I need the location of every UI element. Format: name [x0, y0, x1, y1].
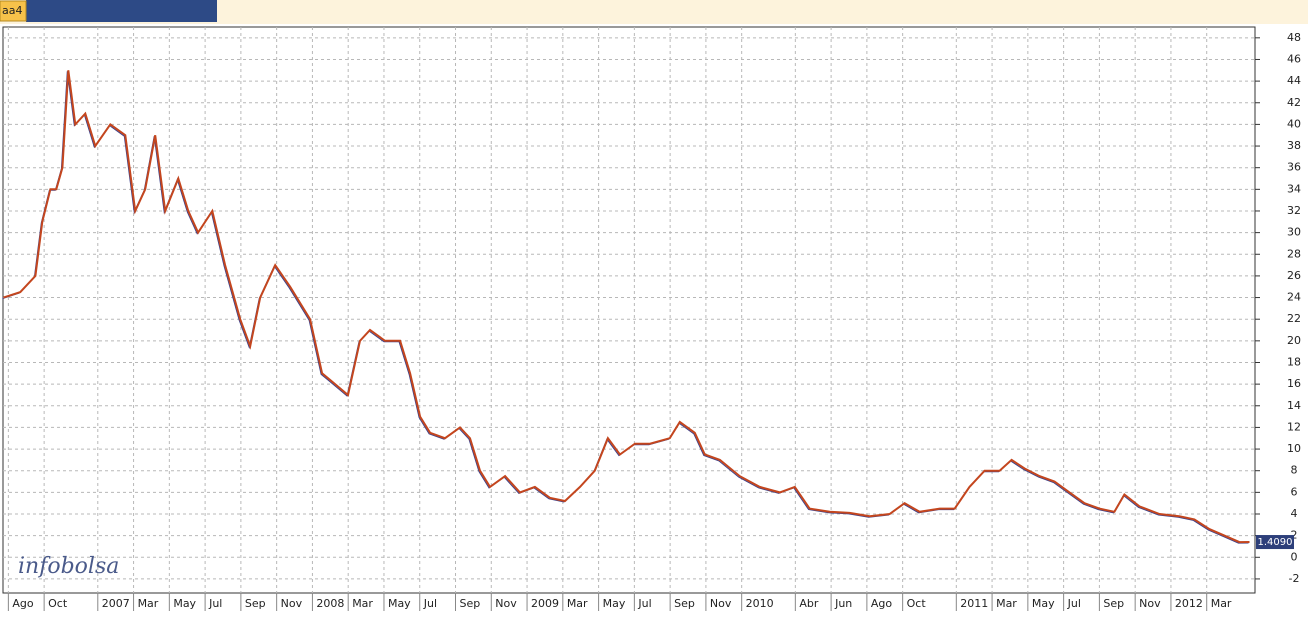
y-tick-label: 48	[1287, 31, 1301, 44]
x-tick-label: Nov	[495, 597, 517, 610]
x-tick-label: Mar	[996, 597, 1017, 610]
last-price-box	[1256, 535, 1294, 550]
price-line	[3, 70, 1250, 544]
y-tick-label: 20	[1287, 334, 1301, 347]
x-tick-label: 2009	[531, 597, 559, 610]
tab-label[interactable]: aa4	[2, 4, 22, 17]
y-tick-label: 32	[1287, 204, 1301, 217]
watermark: infobolsa	[18, 554, 119, 579]
x-tick-label: Sep	[1103, 597, 1124, 610]
y-tick-label: 24	[1287, 291, 1301, 304]
y-tick-label: 38	[1287, 139, 1301, 152]
y-tick-label: 42	[1287, 96, 1301, 109]
tab[interactable]	[0, 0, 27, 22]
x-tick-label: 2011	[960, 597, 988, 610]
x-tick-label: Abr	[799, 597, 819, 610]
x-tick-label: Sep	[245, 597, 266, 610]
x-tick-label: Jul	[1067, 597, 1081, 610]
y-tick-label: 36	[1287, 161, 1301, 174]
x-tick-label: Jul	[637, 597, 651, 610]
y-tick-label: 34	[1287, 182, 1301, 195]
price-line-shadow	[2, 71, 1249, 544]
y-tick-label: 40	[1287, 117, 1301, 130]
y-tick-label: 4	[1291, 507, 1298, 520]
x-tick-label: Mar	[138, 597, 159, 610]
x-tick-label: Oct	[48, 597, 68, 610]
x-tick-label: 2010	[746, 597, 774, 610]
x-tick-label: Ago	[12, 597, 34, 610]
last-price-label: 1.4090	[1258, 537, 1293, 548]
x-tick-label: May	[173, 597, 196, 610]
y-tick-label: -2	[1289, 572, 1300, 585]
y-tick-label: 8	[1291, 464, 1298, 477]
x-tick-label: Mar	[567, 597, 588, 610]
x-tick-label: Nov	[281, 597, 303, 610]
y-tick-label: 26	[1287, 269, 1301, 282]
y-tick-label: 44	[1287, 74, 1301, 87]
x-tick-label: Mar	[1211, 597, 1232, 610]
top-bar	[0, 0, 1308, 24]
x-tick-label: Sep	[460, 597, 481, 610]
y-tick-label: 30	[1287, 226, 1301, 239]
x-tick-label: May	[1032, 597, 1055, 610]
x-tick-label: Jul	[423, 597, 437, 610]
y-tick-label: 10	[1287, 442, 1301, 455]
x-tick-label: 2007	[102, 597, 130, 610]
x-tick-label: 2012	[1175, 597, 1203, 610]
tab-strip	[26, 0, 217, 22]
y-tick-label: 46	[1287, 52, 1301, 65]
x-tick-label: Nov	[1139, 597, 1161, 610]
y-tick-label: 0	[1291, 550, 1298, 563]
y-tick-label: 22	[1287, 312, 1301, 325]
x-tick-label: Jul	[208, 597, 222, 610]
x-tick-label: Jun	[834, 597, 852, 610]
y-tick-label: 16	[1287, 377, 1301, 390]
y-tick-label: 6	[1291, 485, 1298, 498]
x-tick-label: Mar	[352, 597, 373, 610]
x-tick-label: 2008	[316, 597, 344, 610]
y-tick-label: 12	[1287, 420, 1301, 433]
x-tick-label: May	[388, 597, 411, 610]
y-tick-label: 18	[1287, 355, 1301, 368]
plot-area	[2, 26, 1256, 594]
x-tick-label: May	[603, 597, 626, 610]
x-tick-label: Ago	[871, 597, 893, 610]
x-tick-label: Sep	[674, 597, 695, 610]
x-tick-label: Nov	[710, 597, 732, 610]
y-tick-label: 28	[1287, 247, 1301, 260]
x-tick-label: Oct	[907, 597, 927, 610]
y-tick-label: 14	[1287, 399, 1301, 412]
